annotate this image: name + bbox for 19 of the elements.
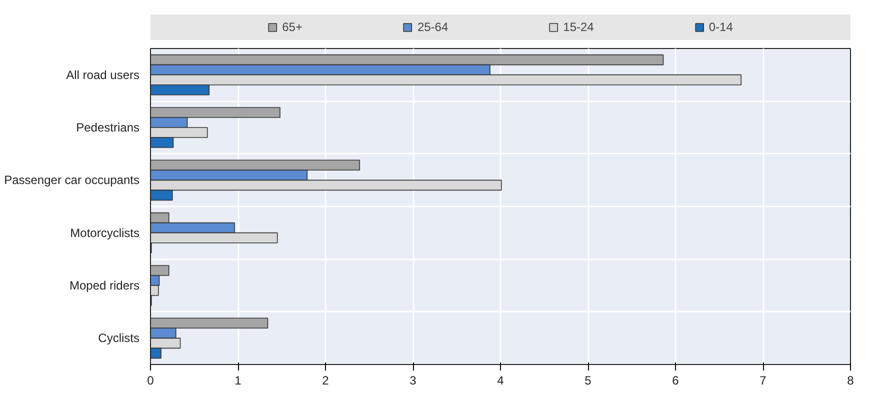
y-tick-label: Cyclists [98, 331, 140, 346]
legend-label: 25-64 [417, 20, 448, 34]
legend-label: 15-24 [563, 20, 594, 34]
x-tick-label: 2 [322, 374, 330, 388]
x-tick-label: 6 [672, 374, 680, 388]
legend-label: 0-14 [708, 20, 733, 34]
x-tick-label: 3 [410, 374, 417, 388]
x-tick-label: 0 [147, 374, 154, 388]
legend-label: 65+ [282, 20, 302, 34]
y-tick-label: Passenger car occupants [4, 173, 140, 188]
x-tick-label: 1 [234, 374, 242, 388]
y-tick-label: Moped riders [69, 278, 140, 292]
x-tick-label: 4 [497, 374, 504, 388]
y-tick-label: Motorcyclists [70, 226, 140, 240]
x-tick-label: 8 [847, 374, 854, 388]
x-tick-label: 5 [584, 374, 592, 388]
x-tick-label: 7 [760, 374, 767, 388]
y-tick-label: Pedestrians [76, 120, 140, 134]
y-tick-label: All road users [66, 68, 140, 82]
